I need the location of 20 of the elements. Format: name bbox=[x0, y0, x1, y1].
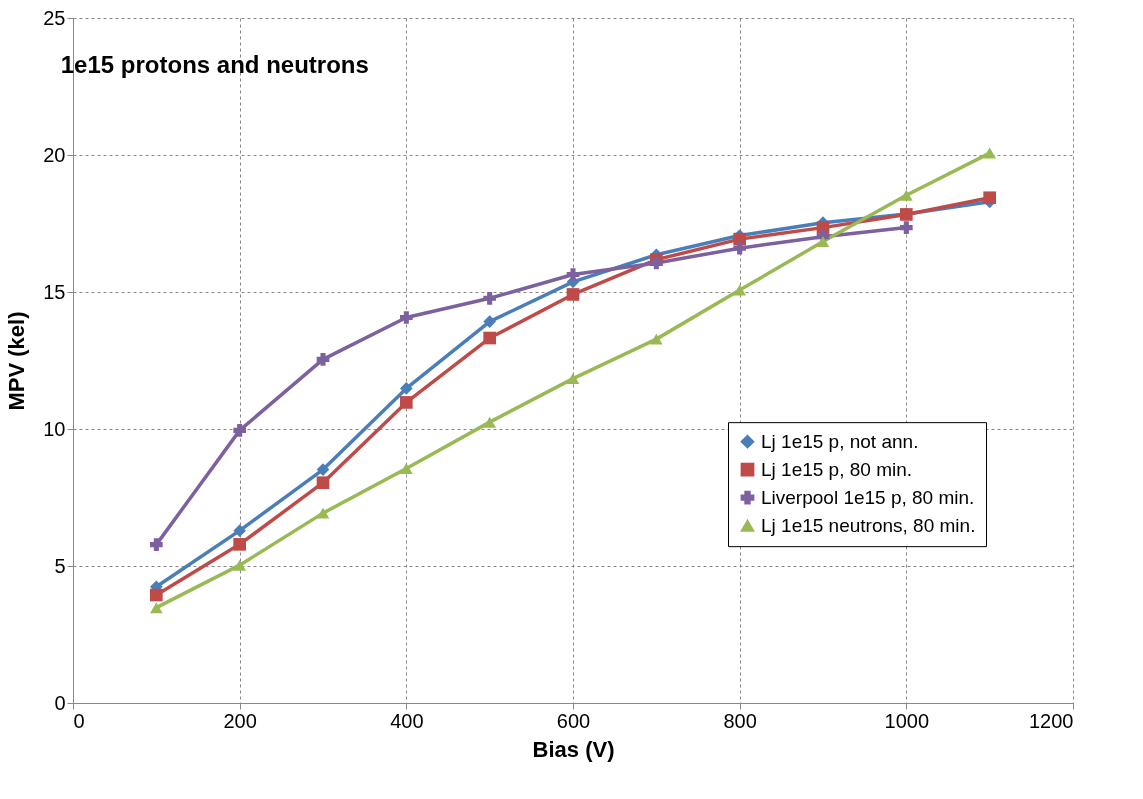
x-tick-label: 0 bbox=[73, 709, 85, 732]
y-tick-label: 20 bbox=[43, 143, 66, 166]
x-tick-label: 600 bbox=[556, 709, 591, 732]
y-axis-title: MPV (kel) bbox=[4, 311, 30, 411]
legend-label: Liverpool 1e15 p, 80 min. bbox=[761, 486, 975, 508]
x-tick-label: 400 bbox=[390, 709, 424, 732]
legend-label: Lj 1e15 p, 80 min. bbox=[761, 458, 913, 480]
legend-label: Lj 1e15 neutrons, 80 min. bbox=[761, 514, 976, 536]
x-tick-label: 800 bbox=[723, 709, 757, 732]
legend-label: Lj 1e15 p, not ann. bbox=[761, 430, 919, 452]
y-tick-label: 25 bbox=[43, 6, 66, 29]
y-tick-label: 15 bbox=[43, 280, 66, 303]
y-tick-label: 5 bbox=[54, 554, 66, 577]
y-tick-label: 10 bbox=[43, 417, 66, 440]
x-tick-label: 1000 bbox=[884, 709, 930, 732]
y-tick-label: 0 bbox=[54, 691, 66, 714]
x-tick-label: 1200 bbox=[1029, 709, 1074, 732]
text: 1e15 protons and neutrons bbox=[60, 51, 369, 78]
x-tick-label: 200 bbox=[223, 709, 257, 732]
x-axis-title: Bias (V) bbox=[532, 736, 615, 762]
